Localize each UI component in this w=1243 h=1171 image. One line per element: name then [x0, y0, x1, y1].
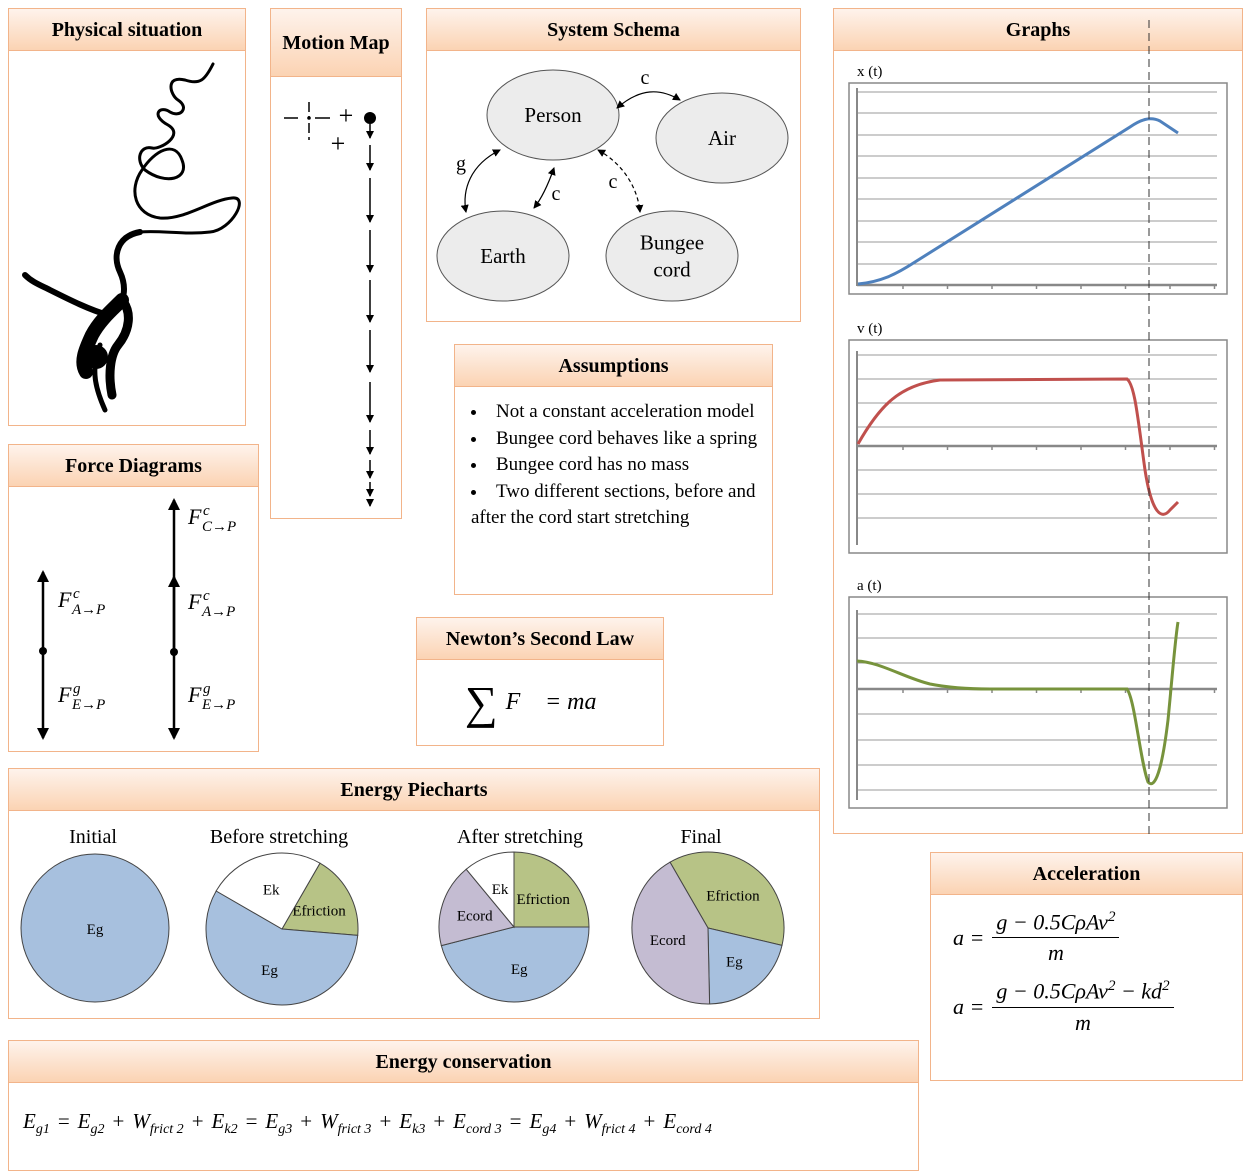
- term-subscript: g3: [278, 1122, 293, 1138]
- panel-title: Energy Piecharts: [9, 769, 819, 811]
- term: Wfrict 4: [584, 1109, 635, 1137]
- operator: +: [112, 1109, 125, 1133]
- panel-title: Force Diagrams: [9, 445, 258, 487]
- operator: +: [564, 1109, 577, 1133]
- operator: +: [643, 1109, 656, 1133]
- panel-title: Acceleration: [931, 853, 1242, 895]
- term-subscript: g1: [35, 1122, 50, 1138]
- operator: +: [433, 1109, 446, 1133]
- operator: =: [509, 1109, 522, 1133]
- term-subscript: frict 4: [601, 1122, 636, 1138]
- term: Ek2: [211, 1109, 238, 1137]
- panel-title: System Schema: [427, 9, 800, 51]
- operator: =: [57, 1109, 70, 1133]
- equation: F⃗ = ma⃗: [505, 688, 616, 715]
- term: Eg2: [77, 1109, 105, 1137]
- term-symbol: E: [265, 1109, 279, 1133]
- term-subscript: k2: [224, 1122, 238, 1138]
- denominator: m: [1047, 940, 1064, 966]
- energy-piecharts-panel: Energy Piecharts: [8, 768, 820, 1019]
- motion-map-panel: Motion Map: [270, 8, 402, 519]
- exponent: 2: [1107, 909, 1116, 925]
- acceleration-formulas: a = g − 0.5CρAv2 m a = g − 0.5CρAv2 − kd2 m: [931, 895, 1242, 1036]
- term-subscript: k3: [412, 1122, 426, 1138]
- term-symbol: W: [132, 1109, 150, 1133]
- operator: =: [245, 1109, 258, 1133]
- term-symbol: E: [23, 1109, 36, 1133]
- numerator: g − 0.5CρAv2 − kd2: [992, 978, 1174, 1008]
- numerator-text: g − 0.5CρAv: [996, 909, 1108, 935]
- term: Eg1: [23, 1109, 50, 1137]
- term-symbol: W: [320, 1109, 338, 1133]
- panel-title: Physical situation: [9, 9, 245, 51]
- term: Ecord 4: [663, 1109, 711, 1137]
- term: Ecord 3: [453, 1109, 501, 1137]
- numerator-text: g − 0.5CρAv: [996, 978, 1108, 1004]
- operator: +: [379, 1109, 392, 1133]
- panel-title: Graphs: [834, 9, 1242, 51]
- panel-title: Motion Map: [271, 9, 401, 77]
- panel-title: Newton’s Second Law: [417, 618, 663, 660]
- term-symbol: E: [211, 1109, 225, 1133]
- assumption-item: Not a constant acceleration model: [471, 399, 762, 426]
- assumptions-panel: Assumptions Not a constant acceleration …: [454, 344, 773, 595]
- assumption-item: Two different sections, before and after…: [471, 479, 762, 532]
- denominator: m: [1075, 1009, 1091, 1035]
- term-symbol: E: [663, 1109, 677, 1133]
- graphs-panel: Graphs: [833, 8, 1243, 834]
- formula-lhs: a =: [953, 924, 985, 950]
- newton-panel: Newton’s Second Law ∑ F⃗ = ma⃗: [416, 617, 664, 746]
- newton-formula: ∑ F⃗ = ma⃗: [417, 660, 663, 744]
- fraction: g − 0.5CρAv2 m: [992, 909, 1120, 966]
- term-subscript: frict 3: [337, 1122, 372, 1138]
- acceleration-panel: Acceleration a = g − 0.5CρAv2 m a = g − 0.5C…: [930, 852, 1243, 1081]
- assumption-item: Bungee cord behaves like a spring: [471, 426, 762, 453]
- panel-title: Assumptions: [455, 345, 772, 387]
- term: Wfrict 2: [132, 1109, 183, 1137]
- term-subscript: cord 4: [676, 1122, 712, 1138]
- term-subscript: g4: [542, 1122, 557, 1138]
- term: Eg3: [265, 1109, 292, 1137]
- panel-title: Energy conservation: [9, 1041, 918, 1083]
- assumption-item: Bungee cord has no mass: [471, 452, 762, 479]
- formula: a = g − 0.5CρAv2 − kd2 m: [953, 978, 1242, 1035]
- physical-situation-panel: Physical situation: [8, 8, 246, 426]
- numerator: g − 0.5CρAv2: [992, 909, 1120, 939]
- term-subscript: frict 2: [149, 1122, 184, 1138]
- term: Wfrict 3: [320, 1109, 371, 1137]
- term-symbol: E: [77, 1109, 91, 1133]
- term-symbol: E: [529, 1109, 543, 1133]
- system-schema-panel: System Schema: [426, 8, 801, 322]
- term: Ek3: [399, 1109, 425, 1137]
- term-subscript: cord 3: [466, 1122, 502, 1138]
- sum-symbol: ∑: [464, 676, 498, 728]
- force-diagrams-panel: Force Diagrams: [8, 444, 259, 752]
- term-symbol: E: [399, 1109, 413, 1133]
- fraction: g − 0.5CρAv2 − kd2 m: [992, 978, 1174, 1035]
- numerator-text: − kd: [1115, 978, 1163, 1004]
- exponent: 2: [1107, 978, 1116, 995]
- energy-equation: Eg1 = Eg2 + Wfrict 2 + Ek2 = Eg3 + Wfrict 3 + Ek3 + Ec…: [9, 1083, 918, 1138]
- term: Eg4: [529, 1109, 557, 1137]
- assumption-list: Not a constant acceleration modelBungee …: [471, 399, 762, 532]
- term-symbol: E: [453, 1109, 466, 1133]
- formula: a = g − 0.5CρAv2 m: [953, 909, 1242, 966]
- energy-conservation-panel: Energy conservation Eg1 = Eg2 + Wfrict 2 + Ek2…: [8, 1040, 919, 1171]
- exponent: 2: [1162, 978, 1170, 995]
- term-symbol: W: [584, 1109, 602, 1133]
- formula-lhs: a =: [953, 993, 985, 1019]
- operator: +: [191, 1109, 204, 1133]
- operator: +: [300, 1109, 313, 1133]
- term-subscript: g2: [90, 1122, 105, 1138]
